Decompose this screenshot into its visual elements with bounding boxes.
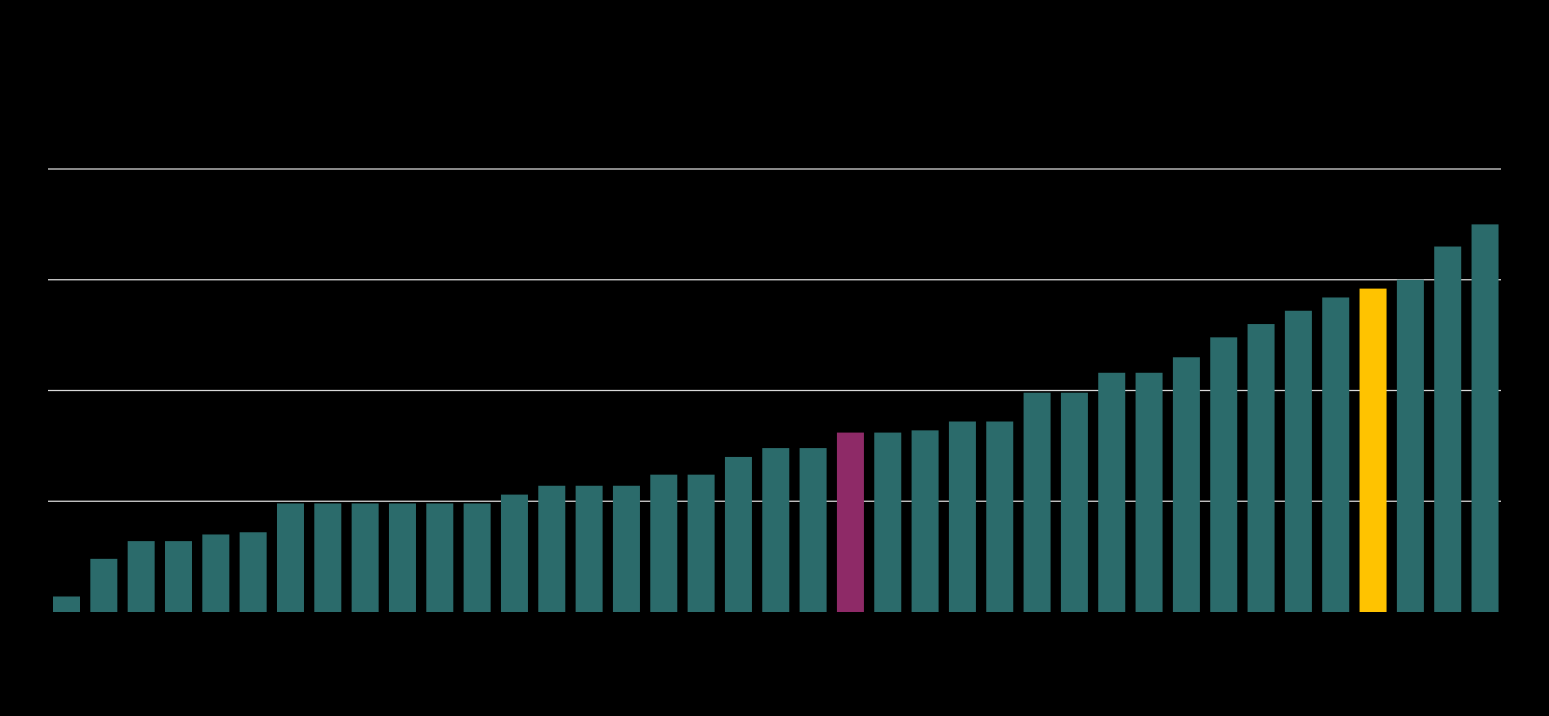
bar-1	[53, 596, 80, 612]
bar-32	[1210, 337, 1238, 612]
bar-28	[1060, 392, 1088, 612]
bar-5	[202, 534, 230, 612]
highlighted-bar-22	[836, 432, 864, 612]
bars	[53, 224, 1499, 613]
bar-25	[948, 421, 976, 612]
bar-3	[127, 541, 155, 612]
bar-12	[463, 503, 491, 612]
bar-27	[1023, 392, 1051, 612]
bar-2	[90, 558, 118, 612]
bar-35	[1322, 297, 1350, 612]
bar-37	[1396, 279, 1424, 612]
bar-20	[762, 448, 790, 612]
bar-9	[351, 503, 379, 612]
bar-23	[874, 432, 902, 612]
bar-7	[276, 503, 304, 612]
bar-6	[239, 532, 267, 612]
highlighted-bar-36	[1359, 288, 1387, 612]
bar-17	[650, 474, 678, 612]
bar-30	[1135, 372, 1163, 612]
bar-16	[612, 485, 640, 612]
bar-38	[1434, 246, 1462, 612]
bar-14	[538, 485, 566, 612]
bar-15	[575, 485, 603, 612]
bar-11	[426, 503, 454, 612]
bar-10	[388, 503, 416, 612]
bar-39	[1471, 224, 1499, 613]
bar-18	[687, 474, 715, 612]
bar-21	[799, 448, 827, 612]
bar-33	[1247, 324, 1275, 612]
bar-29	[1098, 372, 1126, 612]
bar-24	[911, 430, 939, 612]
bar-8	[314, 503, 342, 612]
bar-4	[164, 541, 192, 612]
bar-13	[500, 494, 528, 612]
bar-34	[1284, 310, 1312, 612]
bar-31	[1172, 357, 1200, 612]
bar-26	[986, 421, 1014, 612]
bar-19	[724, 456, 752, 612]
